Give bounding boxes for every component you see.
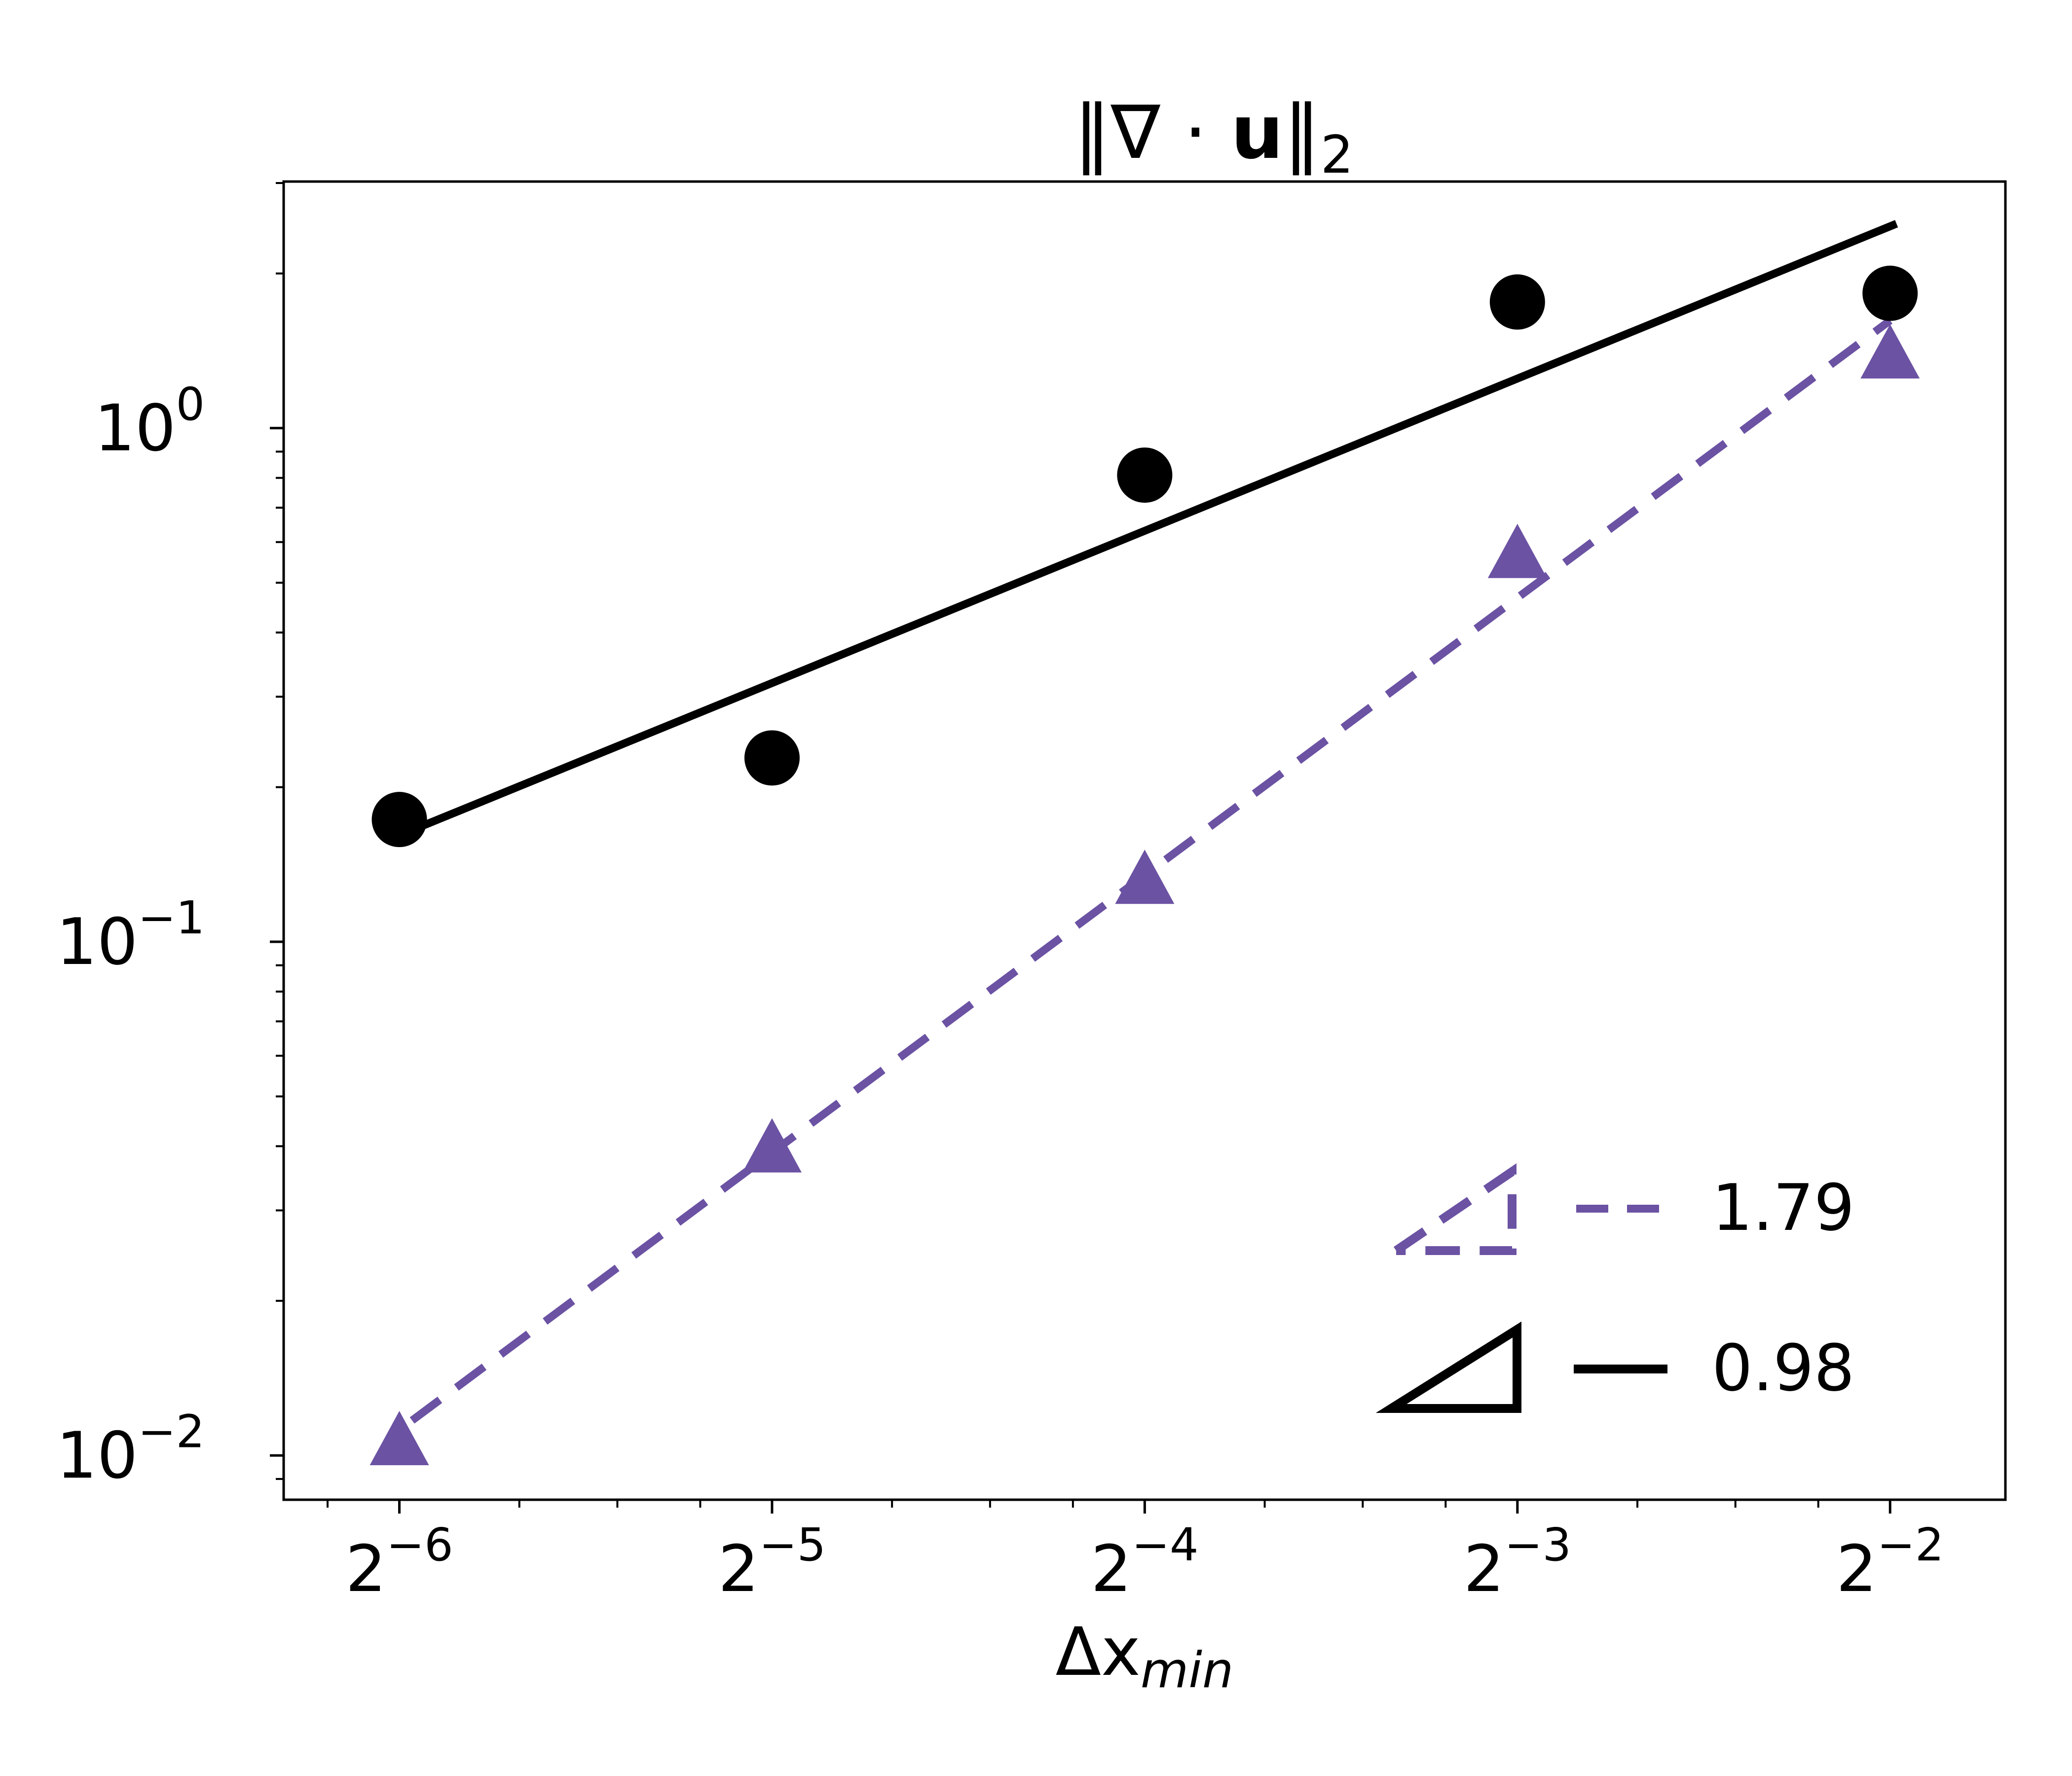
data-point-triangle bbox=[1860, 324, 1920, 379]
data-point-triangle bbox=[370, 1410, 429, 1465]
x-tick-label: 2−3 bbox=[1464, 1518, 1571, 1606]
data-point-circle bbox=[371, 792, 427, 848]
y-tick-label: 10−1 bbox=[56, 891, 205, 979]
fit-line-dashed bbox=[409, 317, 1893, 1424]
legend-label-solid: 0.98 bbox=[1712, 1331, 1854, 1406]
x-tick-label: 2−4 bbox=[1091, 1518, 1198, 1606]
legend-slope-triangle-dashed bbox=[1393, 1163, 1517, 1255]
x-tick-labels: 2−6 2−5 2−4 2−3 2−2 bbox=[345, 1518, 1944, 1606]
legend: 1.79 0.98 bbox=[1375, 1163, 1854, 1413]
data-markers bbox=[370, 265, 1920, 1465]
data-point-circle bbox=[744, 730, 800, 786]
x-tick-label: 2−2 bbox=[1836, 1518, 1944, 1606]
data-point-triangle bbox=[742, 1118, 802, 1173]
data-point-circle bbox=[1862, 265, 1918, 321]
data-point-triangle bbox=[1115, 850, 1175, 904]
data-point-circle bbox=[1117, 447, 1173, 503]
fit-line-solid bbox=[410, 220, 1898, 834]
data-point-circle bbox=[1489, 274, 1545, 330]
legend-entry-solid: 0.98 bbox=[1375, 1321, 1854, 1413]
x-axis-label: Δxmin bbox=[1056, 1613, 1234, 1699]
legend-slope-triangle-solid bbox=[1375, 1321, 1521, 1413]
y-tick-label: 100 bbox=[94, 378, 205, 466]
y-tick-label: 10−2 bbox=[56, 1405, 205, 1493]
x-tick-label: 2−5 bbox=[718, 1518, 826, 1606]
axis-ticks bbox=[270, 182, 1891, 1514]
y-tick-labels: 10−2 10−1 100 bbox=[56, 378, 205, 1493]
plot-frame bbox=[282, 180, 2007, 1501]
x-tick-label: 2−6 bbox=[345, 1518, 453, 1606]
data-point-triangle bbox=[1487, 523, 1547, 578]
legend-entry-dashed: 1.79 bbox=[1393, 1163, 1854, 1255]
legend-label-dashed: 1.79 bbox=[1712, 1170, 1854, 1245]
fit-lines bbox=[409, 220, 1898, 1424]
chart-title: ‖∇ · u‖2 bbox=[1074, 90, 1354, 185]
